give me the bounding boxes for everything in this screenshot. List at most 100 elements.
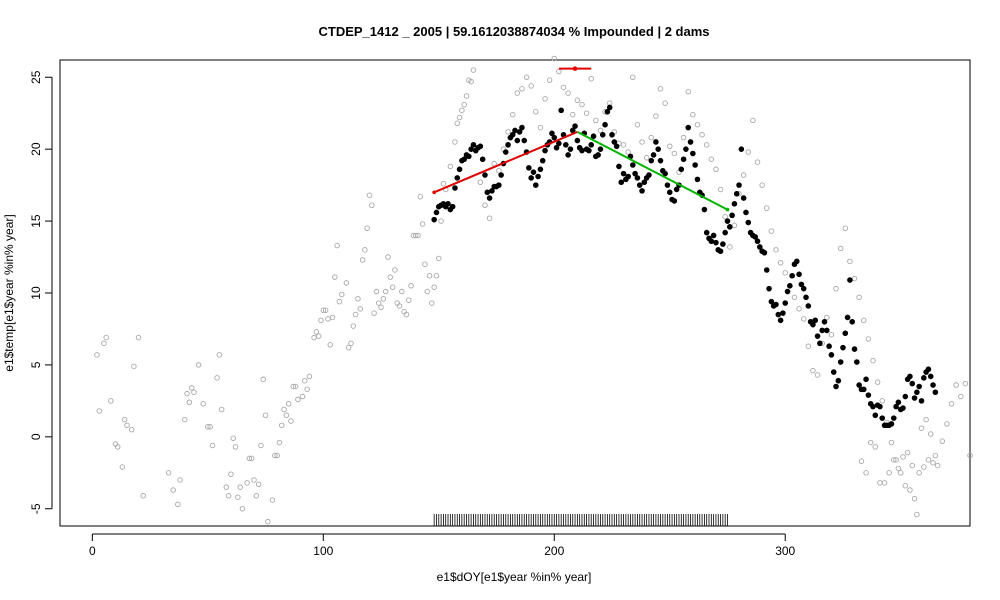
highlighted-point <box>650 152 657 158</box>
highlighted-point <box>895 399 902 406</box>
background-point <box>345 344 352 351</box>
background-point <box>962 380 969 387</box>
highlighted-point <box>805 303 812 309</box>
background-point <box>431 284 437 290</box>
highlighted-point <box>653 139 659 145</box>
highlighted-point <box>431 216 437 223</box>
background-point <box>214 375 220 381</box>
y-tick-label: 0 <box>29 433 43 440</box>
background-point <box>713 166 719 173</box>
highlighted-point <box>456 166 463 173</box>
highlighted-point <box>830 369 837 375</box>
background-point <box>283 412 290 419</box>
highlighted-point <box>509 131 516 138</box>
highlighted-point <box>817 340 823 347</box>
highlighted-point <box>641 179 648 186</box>
highlighted-point <box>907 373 913 380</box>
background-point <box>967 452 973 459</box>
background-point <box>565 90 571 96</box>
background-point <box>867 439 874 446</box>
background-point <box>907 487 913 493</box>
highlighted-point <box>683 146 689 152</box>
background-point <box>620 142 627 148</box>
background-point <box>551 55 558 62</box>
background-point <box>94 352 100 358</box>
background-point <box>327 342 333 348</box>
background-point <box>777 260 784 266</box>
background-point <box>630 74 636 81</box>
background-point <box>657 86 664 92</box>
highlighted-point <box>572 123 578 129</box>
highlighted-point <box>539 157 546 164</box>
background-point <box>519 86 525 92</box>
background-point <box>863 470 869 476</box>
highlighted-point <box>893 403 899 410</box>
highlighted-point <box>812 317 819 324</box>
background-point <box>653 113 659 119</box>
highlighted-point <box>837 359 844 365</box>
highlighted-point <box>574 137 581 144</box>
highlighted-point <box>532 182 539 188</box>
x-tick-label: 200 <box>544 544 564 558</box>
highlighted-point <box>454 175 461 181</box>
background-point <box>302 377 308 384</box>
highlighted-point <box>565 152 571 158</box>
background-point <box>842 225 849 232</box>
highlighted-point <box>678 166 685 173</box>
background-point <box>886 470 892 476</box>
background-point <box>904 449 911 456</box>
highlighted-point <box>692 162 698 168</box>
highlighted-point <box>766 285 772 292</box>
background-point <box>569 111 576 118</box>
background-point <box>248 455 255 462</box>
highlighted-point <box>680 156 687 163</box>
highlighted-point <box>844 314 851 321</box>
background-point <box>177 477 183 483</box>
highlighted-point <box>445 201 451 207</box>
background-point <box>537 124 544 131</box>
background-point <box>648 134 655 141</box>
highlighted-point <box>890 415 897 421</box>
background-point <box>218 406 225 413</box>
background-point <box>930 459 936 466</box>
background-point <box>452 139 458 145</box>
background-point <box>847 258 853 265</box>
highlighted-point <box>526 165 532 171</box>
background-point <box>359 257 366 263</box>
background-point <box>329 314 336 321</box>
background-point <box>424 288 430 295</box>
background-point <box>759 182 765 188</box>
highlighted-point <box>914 389 920 396</box>
highlighted-point <box>662 170 668 177</box>
background-point <box>188 385 195 391</box>
background-point <box>433 272 440 279</box>
highlighted-point <box>595 152 601 158</box>
background-point <box>824 314 830 321</box>
highlighted-point <box>921 375 927 381</box>
highlighted-point <box>757 244 763 250</box>
background-point <box>528 83 534 89</box>
background-point <box>856 294 862 301</box>
highlighted-point <box>726 224 733 230</box>
chart-title: CTDEP_1412 _ 2005 | 59.1612038874034 % I… <box>319 24 710 39</box>
background-point <box>703 142 710 148</box>
falling-trend-end <box>725 207 730 212</box>
background-point <box>124 422 130 429</box>
background-point <box>378 304 384 311</box>
highlighted-point <box>835 377 842 384</box>
background-point <box>740 172 747 178</box>
highlighted-point <box>586 147 592 154</box>
highlighted-point <box>648 157 655 164</box>
background-point <box>426 272 433 279</box>
y-axis-label: e1$temp[e1$year %in% year] <box>2 214 16 371</box>
highlighted-point <box>673 186 680 193</box>
highlighted-point <box>761 249 768 256</box>
highlighted-point <box>849 318 856 325</box>
highlighted-point <box>694 176 701 183</box>
highlighted-point <box>888 421 895 427</box>
background-point <box>276 439 283 446</box>
background-point <box>556 68 562 75</box>
highlighted-point <box>738 146 745 152</box>
background-point <box>542 96 548 102</box>
background-point <box>579 101 585 108</box>
